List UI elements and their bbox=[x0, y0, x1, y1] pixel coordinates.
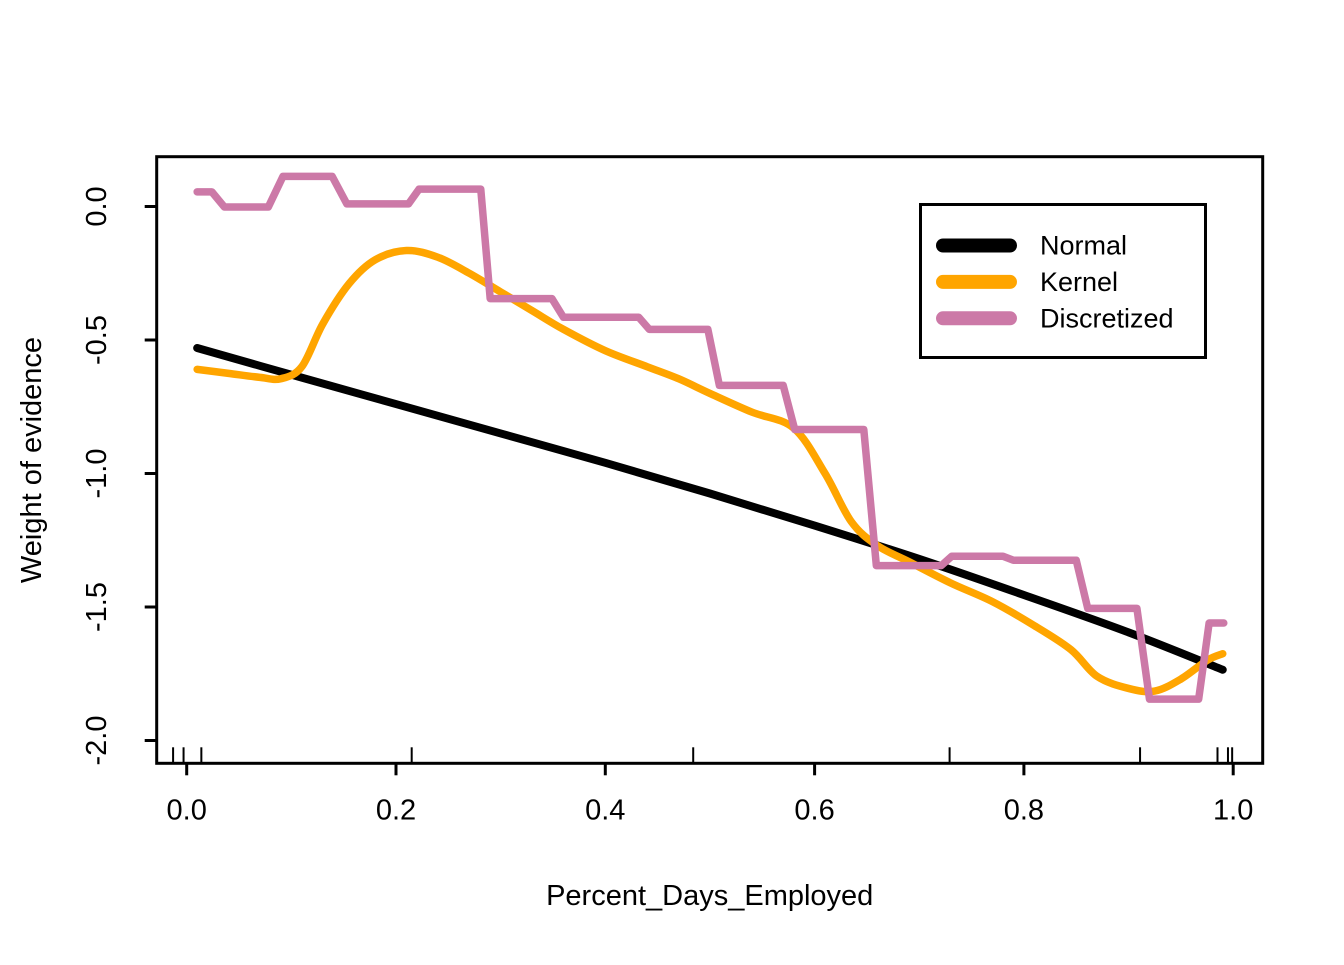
plot-border bbox=[155, 155, 1265, 765]
x-axis: 0.0 0.2 0.4 0.6 0.8 1.0 bbox=[167, 763, 1253, 826]
legend-item-normal: Normal bbox=[936, 231, 1127, 261]
x-tick-label: 0.4 bbox=[585, 794, 625, 826]
y-tick-label: -1.5 bbox=[81, 582, 113, 632]
y-tick-label: -2.0 bbox=[81, 716, 113, 766]
x-tick-label: 0.0 bbox=[167, 794, 207, 826]
legend-label-discretized: Discretized bbox=[1040, 303, 1174, 333]
y-axis: 0.0 -0.5 -1.0 -1.5 -2.0 bbox=[81, 186, 157, 765]
y-tick-label: -1.0 bbox=[81, 449, 113, 499]
x-tick-label: 1.0 bbox=[1213, 794, 1253, 826]
x-tick-label: 0.2 bbox=[376, 794, 416, 826]
y-axis-title: Weight of evidence bbox=[16, 337, 48, 583]
series-line-normal bbox=[193, 344, 1227, 674]
x-tick-label: 0.8 bbox=[1004, 794, 1044, 826]
rug-ticks bbox=[172, 747, 1234, 763]
y-tick-label: 0.0 bbox=[81, 186, 113, 226]
y-tick-label: -0.5 bbox=[81, 315, 113, 365]
plot-border-group bbox=[155, 155, 1265, 765]
series-line-discretized bbox=[193, 172, 1228, 703]
legend-label-normal: Normal bbox=[1040, 231, 1127, 261]
x-tick-label: 0.6 bbox=[794, 794, 834, 826]
data-series bbox=[193, 172, 1228, 703]
legend-label-kernel: Kernel bbox=[1040, 267, 1118, 297]
legend-item-kernel: Kernel bbox=[936, 267, 1118, 297]
series-line-kernel bbox=[193, 246, 1227, 696]
x-axis-title: Percent_Days_Employed bbox=[546, 880, 873, 912]
legend: Normal Kernel Discretized bbox=[919, 203, 1207, 359]
legend-item-discretized: Discretized bbox=[936, 303, 1174, 333]
